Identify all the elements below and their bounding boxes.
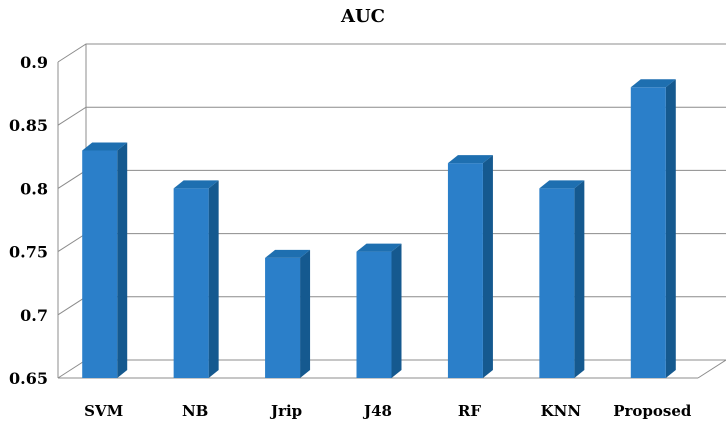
bar-side <box>117 142 128 378</box>
bar-top <box>630 79 676 88</box>
bar-top <box>265 249 311 258</box>
x-tick-label: J48 <box>362 402 392 420</box>
bar <box>265 249 311 378</box>
bar <box>447 155 493 378</box>
bar-top <box>356 243 402 252</box>
chart-title: AUC <box>340 6 385 27</box>
bar-side <box>665 79 676 378</box>
grid-line <box>57 106 726 126</box>
grid-line <box>57 169 726 189</box>
y-tick-label: 0.8 <box>20 179 48 198</box>
y-tick-label: 0.75 <box>9 243 48 262</box>
bar-side <box>300 249 311 378</box>
bar-top <box>82 142 128 151</box>
bar-front <box>82 150 118 378</box>
bar-front <box>356 251 392 378</box>
bar <box>539 180 585 378</box>
bar <box>82 142 128 378</box>
x-tick-label: SVM <box>84 402 123 420</box>
y-tick-label: 0.9 <box>20 53 48 72</box>
bar-top <box>173 180 219 189</box>
bar-front <box>539 188 575 378</box>
bar-front <box>630 87 666 378</box>
x-tick-label: NB <box>182 402 208 420</box>
bar <box>630 79 676 378</box>
bar <box>356 243 402 378</box>
x-tick-label: Jrip <box>269 402 302 420</box>
bar-top <box>447 155 493 164</box>
bar-front <box>447 163 483 378</box>
bar <box>173 180 219 378</box>
bar-top <box>539 180 585 189</box>
grid-line <box>57 43 726 63</box>
bars <box>82 79 676 378</box>
y-tick-label: 0.65 <box>9 369 48 388</box>
x-tick-label: RF <box>458 402 481 420</box>
floor-edge <box>697 359 726 379</box>
bar-side <box>574 180 585 378</box>
x-tick-label: Proposed <box>613 402 692 420</box>
bar-front <box>265 257 301 378</box>
bar-side <box>391 243 402 378</box>
x-axis-ticks: SVM NB Jrip J48 RF KNN Proposed <box>84 402 692 420</box>
y-tick-label: 0.85 <box>9 116 48 135</box>
bar-side <box>208 180 219 378</box>
y-tick-label: 0.7 <box>20 306 48 325</box>
y-axis-ticks: 0.65 0.7 0.75 0.8 0.85 0.9 <box>9 53 48 388</box>
bar-front <box>173 188 209 378</box>
x-tick-label: KNN <box>541 402 582 420</box>
bar-side <box>482 155 493 378</box>
